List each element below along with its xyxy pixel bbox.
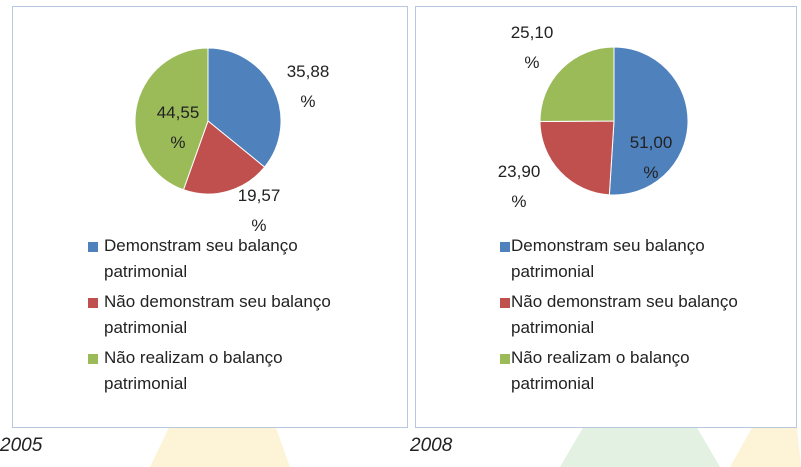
pie-slice — [134, 47, 209, 191]
legend-swatch — [500, 354, 510, 364]
data-label: 35,88 % — [286, 62, 330, 111]
chart-caption: 2008 — [410, 435, 453, 456]
legend-label: Não realizam o balanço patrimonial — [104, 348, 283, 393]
data-label: 19,57 % — [237, 186, 281, 235]
chart-caption: 2005 — [0, 435, 43, 456]
pie-slice — [539, 120, 615, 196]
data-label: 51,00 % — [629, 133, 673, 182]
pie-slice — [182, 120, 266, 195]
legend-swatch — [88, 298, 98, 308]
pie-slice — [539, 46, 615, 122]
data-label: 23,90 % — [497, 162, 541, 211]
legend-label: Não realizam o balanço patrimonial — [511, 348, 690, 393]
legend-swatch — [88, 354, 98, 364]
pie-slice — [207, 47, 282, 168]
pie-slice — [608, 46, 689, 196]
legend-swatch — [500, 298, 510, 308]
data-label: 44,55 % — [156, 103, 200, 152]
data-label: 25,10 % — [510, 23, 554, 72]
legend-swatch — [88, 242, 98, 252]
legend-swatch — [500, 242, 510, 252]
legend-label: Demonstram seu balanço patrimonial — [511, 236, 705, 281]
legend-label: Não demonstram seu balanço patrimonial — [511, 292, 738, 337]
legend-label: Demonstram seu balanço patrimonial — [104, 236, 298, 281]
legend-label: Não demonstram seu balanço patrimonial — [104, 292, 331, 337]
